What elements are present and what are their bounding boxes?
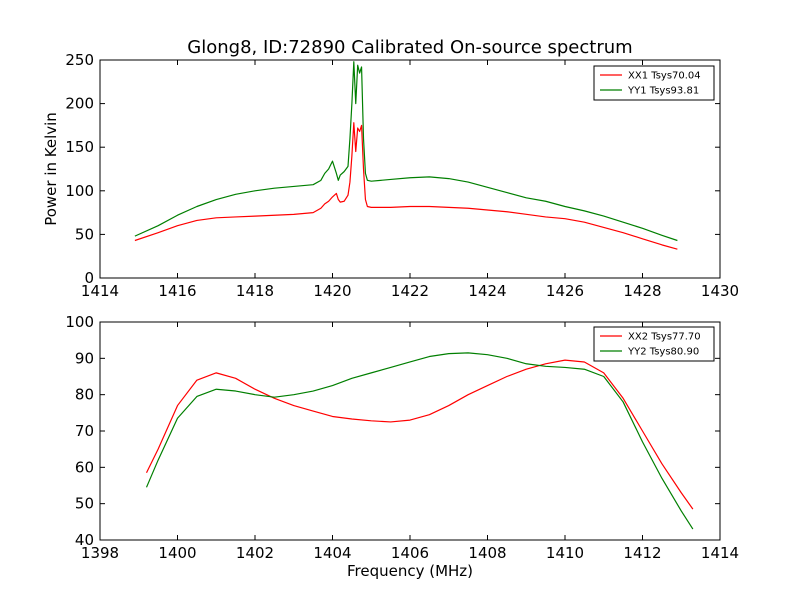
- y-tick-label: 0: [84, 269, 94, 287]
- y-tick-label: 60: [75, 458, 94, 476]
- x-tick-label: 1414: [81, 282, 119, 300]
- x-tick-label: 1426: [546, 282, 584, 300]
- figure-title: Glong8, ID:72890 Calibrated On-source sp…: [187, 37, 632, 58]
- x-tick-label: 1420: [313, 282, 351, 300]
- x-tick-label: 1406: [391, 544, 429, 562]
- x-tick-label: 1412: [623, 544, 661, 562]
- series-line-2: [145, 352, 694, 530]
- legend-entry: XX2 Tsys77.70: [628, 332, 701, 343]
- x-tick-label: 1414: [701, 544, 739, 562]
- y-tick-label: 50: [75, 225, 94, 243]
- y-axis-label: Power in Kelvin: [42, 112, 60, 226]
- plot-2: 1398 1400 1402 1404 1406 1408 1410 1412 1414 40 50…: [65, 313, 739, 580]
- legend: XX1 Tsys70.04 YY1 Tsys93.81: [593, 65, 715, 101]
- legend-entry: XX1 Tsys70.04: [628, 71, 701, 82]
- x-tick-label: 1418: [236, 282, 274, 300]
- plots-container: 1414 1416 1418 1420 1422 1424 1426 1428 14300501…: [42, 51, 739, 580]
- y-tick-label: 50: [75, 495, 94, 513]
- x-tick-label: 1400: [158, 544, 196, 562]
- y-tick-label: 90: [75, 349, 94, 367]
- x-axis-label: Frequency (MHz): [347, 562, 473, 580]
- x-tick-label: 1416: [158, 282, 196, 300]
- series-line-2: [134, 61, 678, 242]
- x-tick-label: 1410: [546, 544, 584, 562]
- y-tick-label: 200: [65, 95, 94, 113]
- y-tick-label: 40: [75, 531, 94, 549]
- plot-1: 1414 1416 1418 1420 1422 1424 1426 1428 1430 0 50 1…: [42, 51, 739, 300]
- series-group: [145, 352, 694, 530]
- y-tick-label: 70: [75, 422, 94, 440]
- x-tick-label: 1398: [81, 544, 119, 562]
- x-tick-label: 1428: [623, 282, 661, 300]
- y-tick-label: 100: [65, 182, 94, 200]
- legend: XX2 Tsys77.70 YY2 Tsys80.90: [593, 326, 715, 362]
- x-tick-label: 1402: [236, 544, 274, 562]
- series-line-1: [134, 122, 678, 250]
- x-tick-label: 1408: [468, 544, 506, 562]
- y-tick-label: 80: [75, 386, 94, 404]
- x-tick-label: 1404: [313, 544, 351, 562]
- x-tick-label: 1430: [701, 282, 739, 300]
- series-line-1: [145, 359, 694, 510]
- legend-entry: YY1 Tsys93.81: [627, 86, 699, 97]
- y-tick-label: 250: [65, 51, 94, 69]
- y-tick-label: 150: [65, 138, 94, 156]
- legend-entry: YY2 Tsys80.90: [627, 347, 699, 358]
- legend-box: [593, 65, 715, 101]
- y-tick-label: 100: [65, 313, 94, 331]
- x-tick-label: 1424: [468, 282, 506, 300]
- series-group: [134, 61, 678, 250]
- x-tick-label: 1422: [391, 282, 429, 300]
- legend-box: [593, 326, 715, 362]
